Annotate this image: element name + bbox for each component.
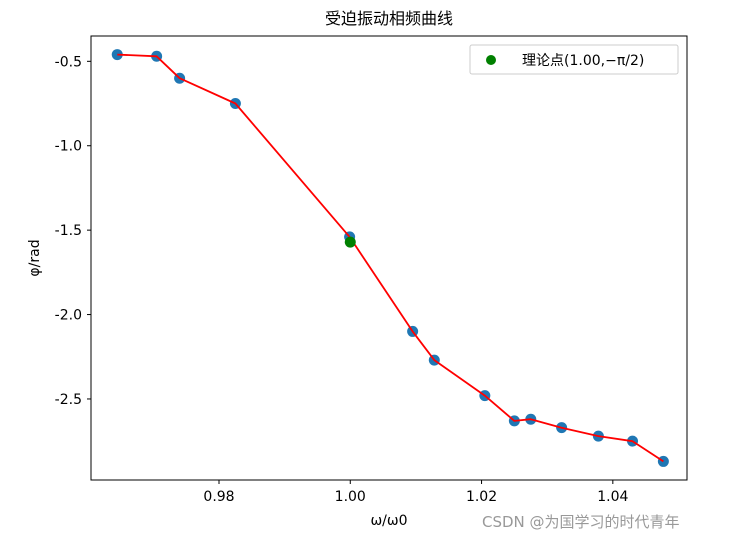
y-tick-label: -1.0 — [55, 139, 82, 155]
x-axis-ticks: 0.98 1.00 1.02 1.04 — [203, 480, 629, 505]
plot-area — [90, 35, 688, 481]
fit-line — [117, 53, 664, 463]
x-tick-label: 1.04 — [597, 489, 628, 505]
legend-marker-theory — [486, 55, 496, 65]
x-axis-title: ω/ω0 — [370, 513, 407, 529]
theory-point — [344, 236, 356, 248]
chart-title: 受迫振动相频曲线 — [325, 9, 453, 28]
watermark: CSDN @为国学习的时代青年 — [482, 513, 680, 531]
x-tick-label: 0.98 — [203, 489, 234, 505]
y-axis-ticks: -0.5 -1.0 -1.5 -2.0 -2.5 — [55, 54, 91, 408]
x-tick-label: 1.00 — [335, 489, 366, 505]
x-tick-label: 1.02 — [466, 489, 497, 505]
y-tick-label: -2.5 — [55, 392, 82, 408]
measured-point — [111, 49, 123, 61]
legend-label-theory: 理论点(1.00,−π/2) — [522, 53, 644, 69]
legend-box — [469, 44, 679, 75]
series-layer — [111, 49, 669, 467]
y-tick-label: -2.0 — [55, 308, 82, 324]
y-tick-label: -0.5 — [55, 54, 82, 70]
y-tick-label: -1.5 — [55, 223, 82, 239]
y-axis-title: φ/rad — [27, 239, 43, 276]
legend: 理论点(1.00,−π/2) — [469, 44, 679, 75]
